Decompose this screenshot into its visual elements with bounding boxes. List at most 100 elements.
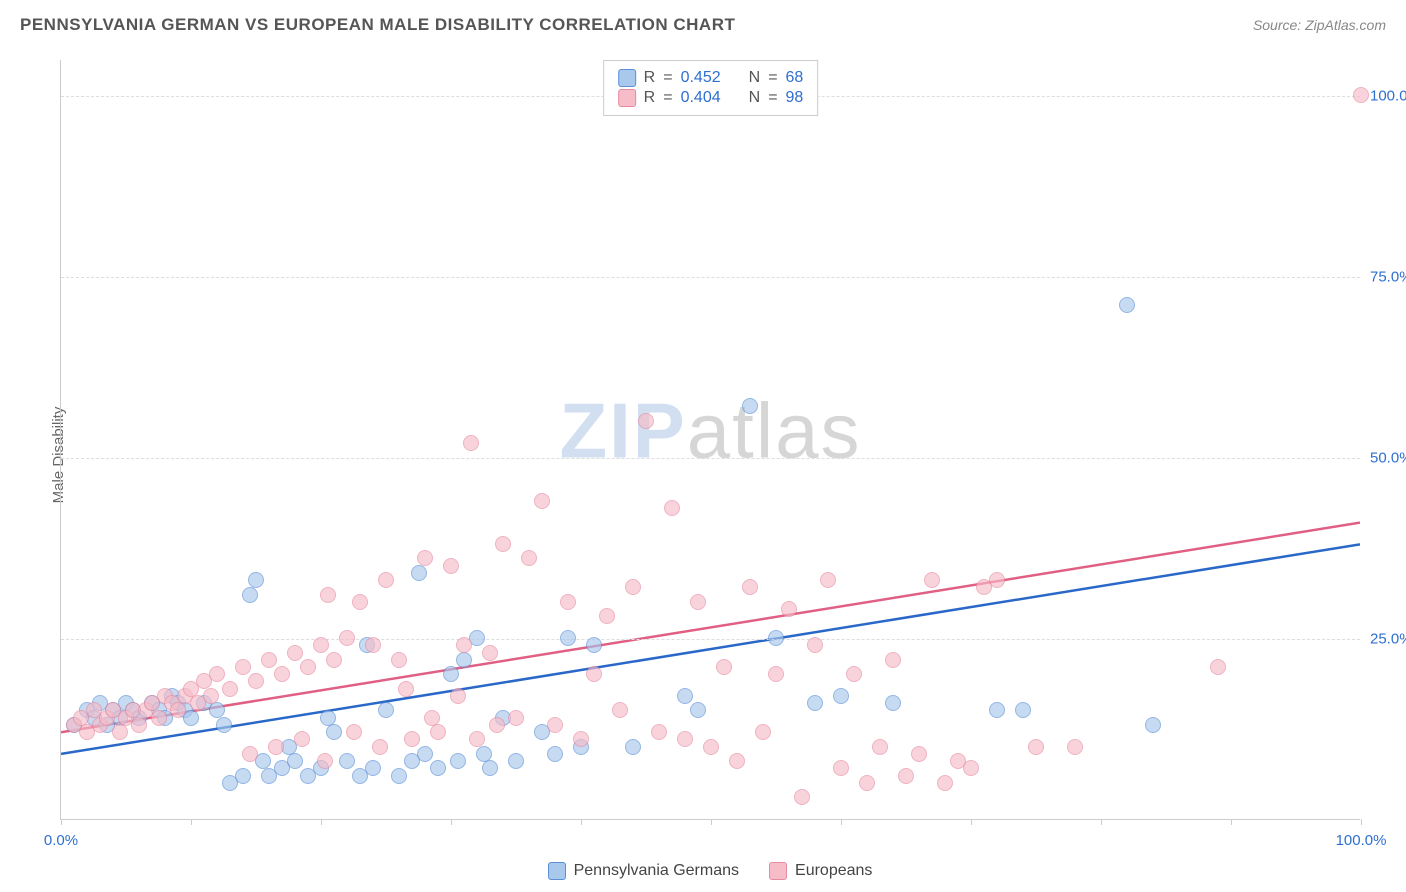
point-eu — [320, 587, 336, 603]
series-legend: Pennsylvania Germans Europeans — [60, 862, 1360, 880]
point-eu — [268, 739, 284, 755]
point-pg — [430, 760, 446, 776]
point-eu — [690, 594, 706, 610]
point-eu — [261, 652, 277, 668]
point-eu — [820, 572, 836, 588]
x-tick-mark — [61, 819, 62, 825]
point-pg — [690, 702, 706, 718]
point-pg — [391, 768, 407, 784]
point-eu — [833, 760, 849, 776]
point-pg — [885, 695, 901, 711]
equals-sign: = — [663, 89, 672, 107]
point-eu — [469, 731, 485, 747]
point-eu — [924, 572, 940, 588]
y-tick-label: 100.0% — [1370, 88, 1406, 105]
point-eu — [346, 724, 362, 740]
n-value-1: 98 — [786, 89, 804, 107]
gridline-h — [61, 277, 1360, 278]
x-tick-mark — [971, 819, 972, 825]
point-eu — [521, 550, 537, 566]
point-eu — [612, 702, 628, 718]
point-eu — [170, 702, 186, 718]
r-value-0: 0.452 — [681, 69, 721, 87]
watermark-atlas: atlas — [687, 386, 862, 474]
equals-sign: = — [663, 69, 672, 87]
point-eu — [1028, 739, 1044, 755]
point-eu — [794, 789, 810, 805]
r-label: R — [644, 89, 656, 107]
point-pg — [586, 637, 602, 653]
point-pg — [807, 695, 823, 711]
point-eu — [398, 681, 414, 697]
point-eu — [495, 536, 511, 552]
chart-title: PENNSYLVANIA GERMAN VS EUROPEAN MALE DIS… — [20, 15, 735, 35]
point-pg — [742, 398, 758, 414]
point-pg — [411, 565, 427, 581]
point-eu — [664, 500, 680, 516]
x-tick-mark — [451, 819, 452, 825]
gridline-h — [61, 639, 1360, 640]
legend-row-0: R = 0.452 N = 68 — [618, 69, 804, 87]
point-eu — [378, 572, 394, 588]
watermark-zip: ZIP — [559, 386, 686, 474]
point-eu — [677, 731, 693, 747]
x-tick-mark — [841, 819, 842, 825]
point-eu — [235, 659, 251, 675]
point-eu — [911, 746, 927, 762]
point-pg — [216, 717, 232, 733]
point-eu — [287, 645, 303, 661]
legend-item-0: Pennsylvania Germans — [548, 862, 739, 880]
legend-label-0: Pennsylvania Germans — [574, 862, 739, 880]
legend-item-1: Europeans — [769, 862, 872, 880]
point-pg — [508, 753, 524, 769]
point-eu — [781, 601, 797, 617]
point-eu — [1067, 739, 1083, 755]
point-pg — [378, 702, 394, 718]
point-eu — [755, 724, 771, 740]
point-pg — [1119, 297, 1135, 313]
point-eu — [898, 768, 914, 784]
legend-row-1: R = 0.404 N = 98 — [618, 89, 804, 107]
equals-sign: = — [768, 69, 777, 87]
point-eu — [508, 710, 524, 726]
point-eu — [885, 652, 901, 668]
point-eu — [716, 659, 732, 675]
point-eu — [404, 731, 420, 747]
point-eu — [430, 724, 446, 740]
point-eu — [112, 724, 128, 740]
r-value-1: 0.404 — [681, 89, 721, 107]
legend-swatch-1 — [618, 89, 636, 107]
point-eu — [482, 645, 498, 661]
x-tick-label: 0.0% — [44, 832, 78, 849]
point-eu — [209, 666, 225, 682]
point-eu — [274, 666, 290, 682]
point-eu — [222, 681, 238, 697]
y-tick-label: 50.0% — [1370, 450, 1406, 467]
r-label: R — [644, 69, 656, 87]
point-pg — [768, 630, 784, 646]
x-tick-mark — [1101, 819, 1102, 825]
point-eu — [248, 673, 264, 689]
point-eu — [372, 739, 388, 755]
point-pg — [989, 702, 1005, 718]
n-label: N — [749, 89, 761, 107]
x-tick-label: 100.0% — [1336, 832, 1387, 849]
point-eu — [443, 558, 459, 574]
point-eu — [203, 688, 219, 704]
point-eu — [963, 760, 979, 776]
point-eu — [151, 710, 167, 726]
point-pg — [242, 587, 258, 603]
chart-container: Male Disability R = 0.452 N = 68 R = 0.4… — [20, 40, 1386, 870]
point-pg — [1145, 717, 1161, 733]
point-eu — [586, 666, 602, 682]
source-label: Source: ZipAtlas.com — [1253, 17, 1386, 33]
n-value-0: 68 — [786, 69, 804, 87]
x-tick-mark — [321, 819, 322, 825]
point-eu — [417, 550, 433, 566]
point-eu — [450, 688, 466, 704]
watermark: ZIPatlas — [559, 385, 861, 476]
point-eu — [729, 753, 745, 769]
point-eu — [638, 413, 654, 429]
point-eu — [651, 724, 667, 740]
legend-swatch-bottom-0 — [548, 862, 566, 880]
